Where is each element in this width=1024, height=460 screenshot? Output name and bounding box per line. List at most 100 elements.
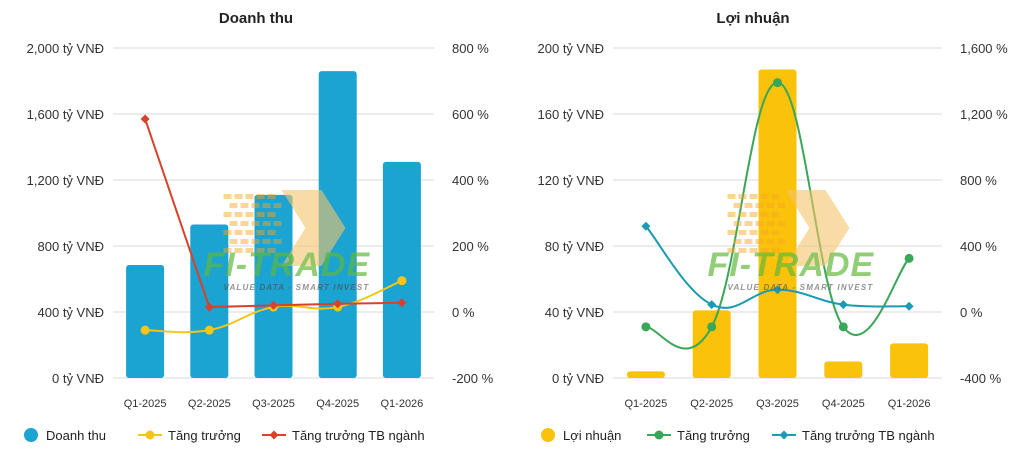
watermark-brick [727, 212, 736, 217]
legend-entry[interactable]: Tăng trưởng TB ngành [262, 428, 425, 443]
watermark-brick [234, 212, 243, 217]
y-tick-label: 2,000 tỷ VNĐ [27, 41, 104, 56]
watermark-brick [223, 212, 232, 217]
line-point-diamond[interactable] [269, 300, 278, 310]
y2-tick-label: 400 % [960, 239, 997, 254]
watermark-brick [223, 248, 232, 253]
legend-entry[interactable]: Tăng trưởng TB ngành [772, 428, 935, 443]
watermark-brick [273, 203, 282, 208]
watermark-brick [727, 194, 736, 199]
watermark-brick [749, 248, 758, 253]
watermark-brick [777, 203, 786, 208]
x-tick-label: Q3-2025 [252, 398, 295, 410]
watermark-brick [744, 239, 753, 244]
watermark-brick [256, 212, 265, 217]
watermark-brick [273, 239, 282, 244]
y2-tick-label: 200 % [452, 239, 489, 254]
line-point-diamond[interactable] [707, 300, 717, 310]
chart-2: Lợi nhuận 0 tỷ VNĐ -400 % 40 tỷ VNĐ 0 % 80 tỷ… [538, 10, 1009, 443]
y-tick-label: 400 tỷ VNĐ [38, 305, 104, 320]
line-point-diamond[interactable] [397, 298, 407, 308]
y2-tick-label: 400 % [452, 173, 489, 188]
legend-label: Tăng trưởng [677, 428, 750, 443]
watermark-brick [234, 194, 243, 199]
watermark-brick [223, 194, 232, 199]
bar[interactable] [890, 343, 929, 378]
line-point-circle[interactable] [641, 322, 651, 332]
line-point-diamond[interactable] [333, 299, 343, 309]
line-point-circle[interactable] [204, 325, 214, 335]
y2-tick-label: -400 % [960, 371, 1002, 386]
watermark-brick [771, 194, 780, 199]
line-point-circle[interactable] [904, 253, 914, 263]
legend-entry[interactable]: Tăng trưởng [647, 428, 750, 443]
watermark-brick [733, 239, 742, 244]
y2-tick-label: 0 % [452, 305, 475, 320]
watermark-brick [273, 221, 282, 226]
watermark-brick [749, 212, 758, 217]
y-tick-label: 1,600 tỷ VNĐ [27, 107, 104, 122]
bar[interactable] [824, 361, 863, 379]
watermark-brick [245, 212, 254, 217]
x-tick-label: Q4-2025 [822, 398, 865, 410]
bar[interactable] [692, 310, 731, 378]
bar[interactable] [382, 161, 421, 378]
bar[interactable] [626, 371, 665, 378]
line-point-circle[interactable] [140, 325, 150, 335]
watermark-brand-text: FI-TRADE [204, 246, 371, 284]
watermark-tagline-text: VALUE DATA - SMART INVEST [728, 283, 874, 292]
bar[interactable] [254, 194, 293, 378]
bar[interactable] [126, 264, 165, 378]
legend-entry[interactable]: Doanh thu [24, 428, 106, 443]
bar[interactable] [758, 69, 797, 378]
line-point-diamond[interactable] [773, 285, 782, 295]
watermark-brick [229, 221, 238, 226]
watermark-brick [229, 203, 238, 208]
line-point-diamond[interactable] [904, 301, 914, 311]
watermark-brick [755, 239, 764, 244]
legend-entry[interactable]: Lợi nhuận [541, 428, 621, 443]
line-point-diamond[interactable] [641, 221, 651, 231]
watermark-brick [766, 221, 775, 226]
watermark-brick [733, 203, 742, 208]
line-point-diamond[interactable] [204, 302, 214, 312]
legend-label: Lợi nhuận [563, 428, 621, 443]
line-point-diamond[interactable] [140, 114, 150, 124]
watermark-brick [240, 239, 249, 244]
watermark-brick [738, 248, 747, 253]
x-tick-label: Q1-2026 [380, 398, 423, 410]
x-tick-label: Q1-2025 [624, 398, 667, 410]
watermark-brick [251, 203, 260, 208]
watermark-chevron-icon [785, 190, 850, 266]
watermark-brick [771, 230, 780, 235]
watermark-brick [777, 221, 786, 226]
line-point-circle[interactable] [707, 322, 717, 332]
watermark-brick [744, 221, 753, 226]
watermark-brick [256, 230, 265, 235]
legend-entry[interactable]: Tăng trưởng [138, 428, 241, 443]
legend-circle-marker-icon [145, 430, 155, 440]
line-point-circle[interactable] [838, 322, 848, 332]
watermark-brick [223, 230, 232, 235]
y-tick-label: 80 tỷ VNĐ [545, 239, 604, 254]
y-tick-label: 200 tỷ VNĐ [538, 41, 604, 56]
watermark-brick [777, 239, 786, 244]
line-point-diamond[interactable] [838, 300, 848, 310]
x-tick-label: Q1-2026 [888, 398, 931, 410]
line-point-circle[interactable] [773, 78, 782, 88]
watermark-brick [727, 230, 736, 235]
chart-title: Lợi nhuận [716, 10, 789, 27]
bar[interactable] [190, 224, 229, 378]
y-tick-label: 40 tỷ VNĐ [545, 305, 604, 320]
watermark-brick [738, 194, 747, 199]
x-tick-label: Q2-2025 [188, 398, 231, 410]
watermark-brick [766, 203, 775, 208]
line-point-circle[interactable] [397, 276, 407, 286]
y-tick-label: 0 tỷ VNĐ [552, 371, 604, 386]
y-tick-label: 160 tỷ VNĐ [538, 107, 604, 122]
y2-tick-label: 800 % [452, 41, 489, 56]
watermark-brick [727, 248, 736, 253]
chart-1: Doanh thu 0 tỷ VNĐ -200 % 400 tỷ VNĐ 0 % 800 … [24, 10, 494, 443]
